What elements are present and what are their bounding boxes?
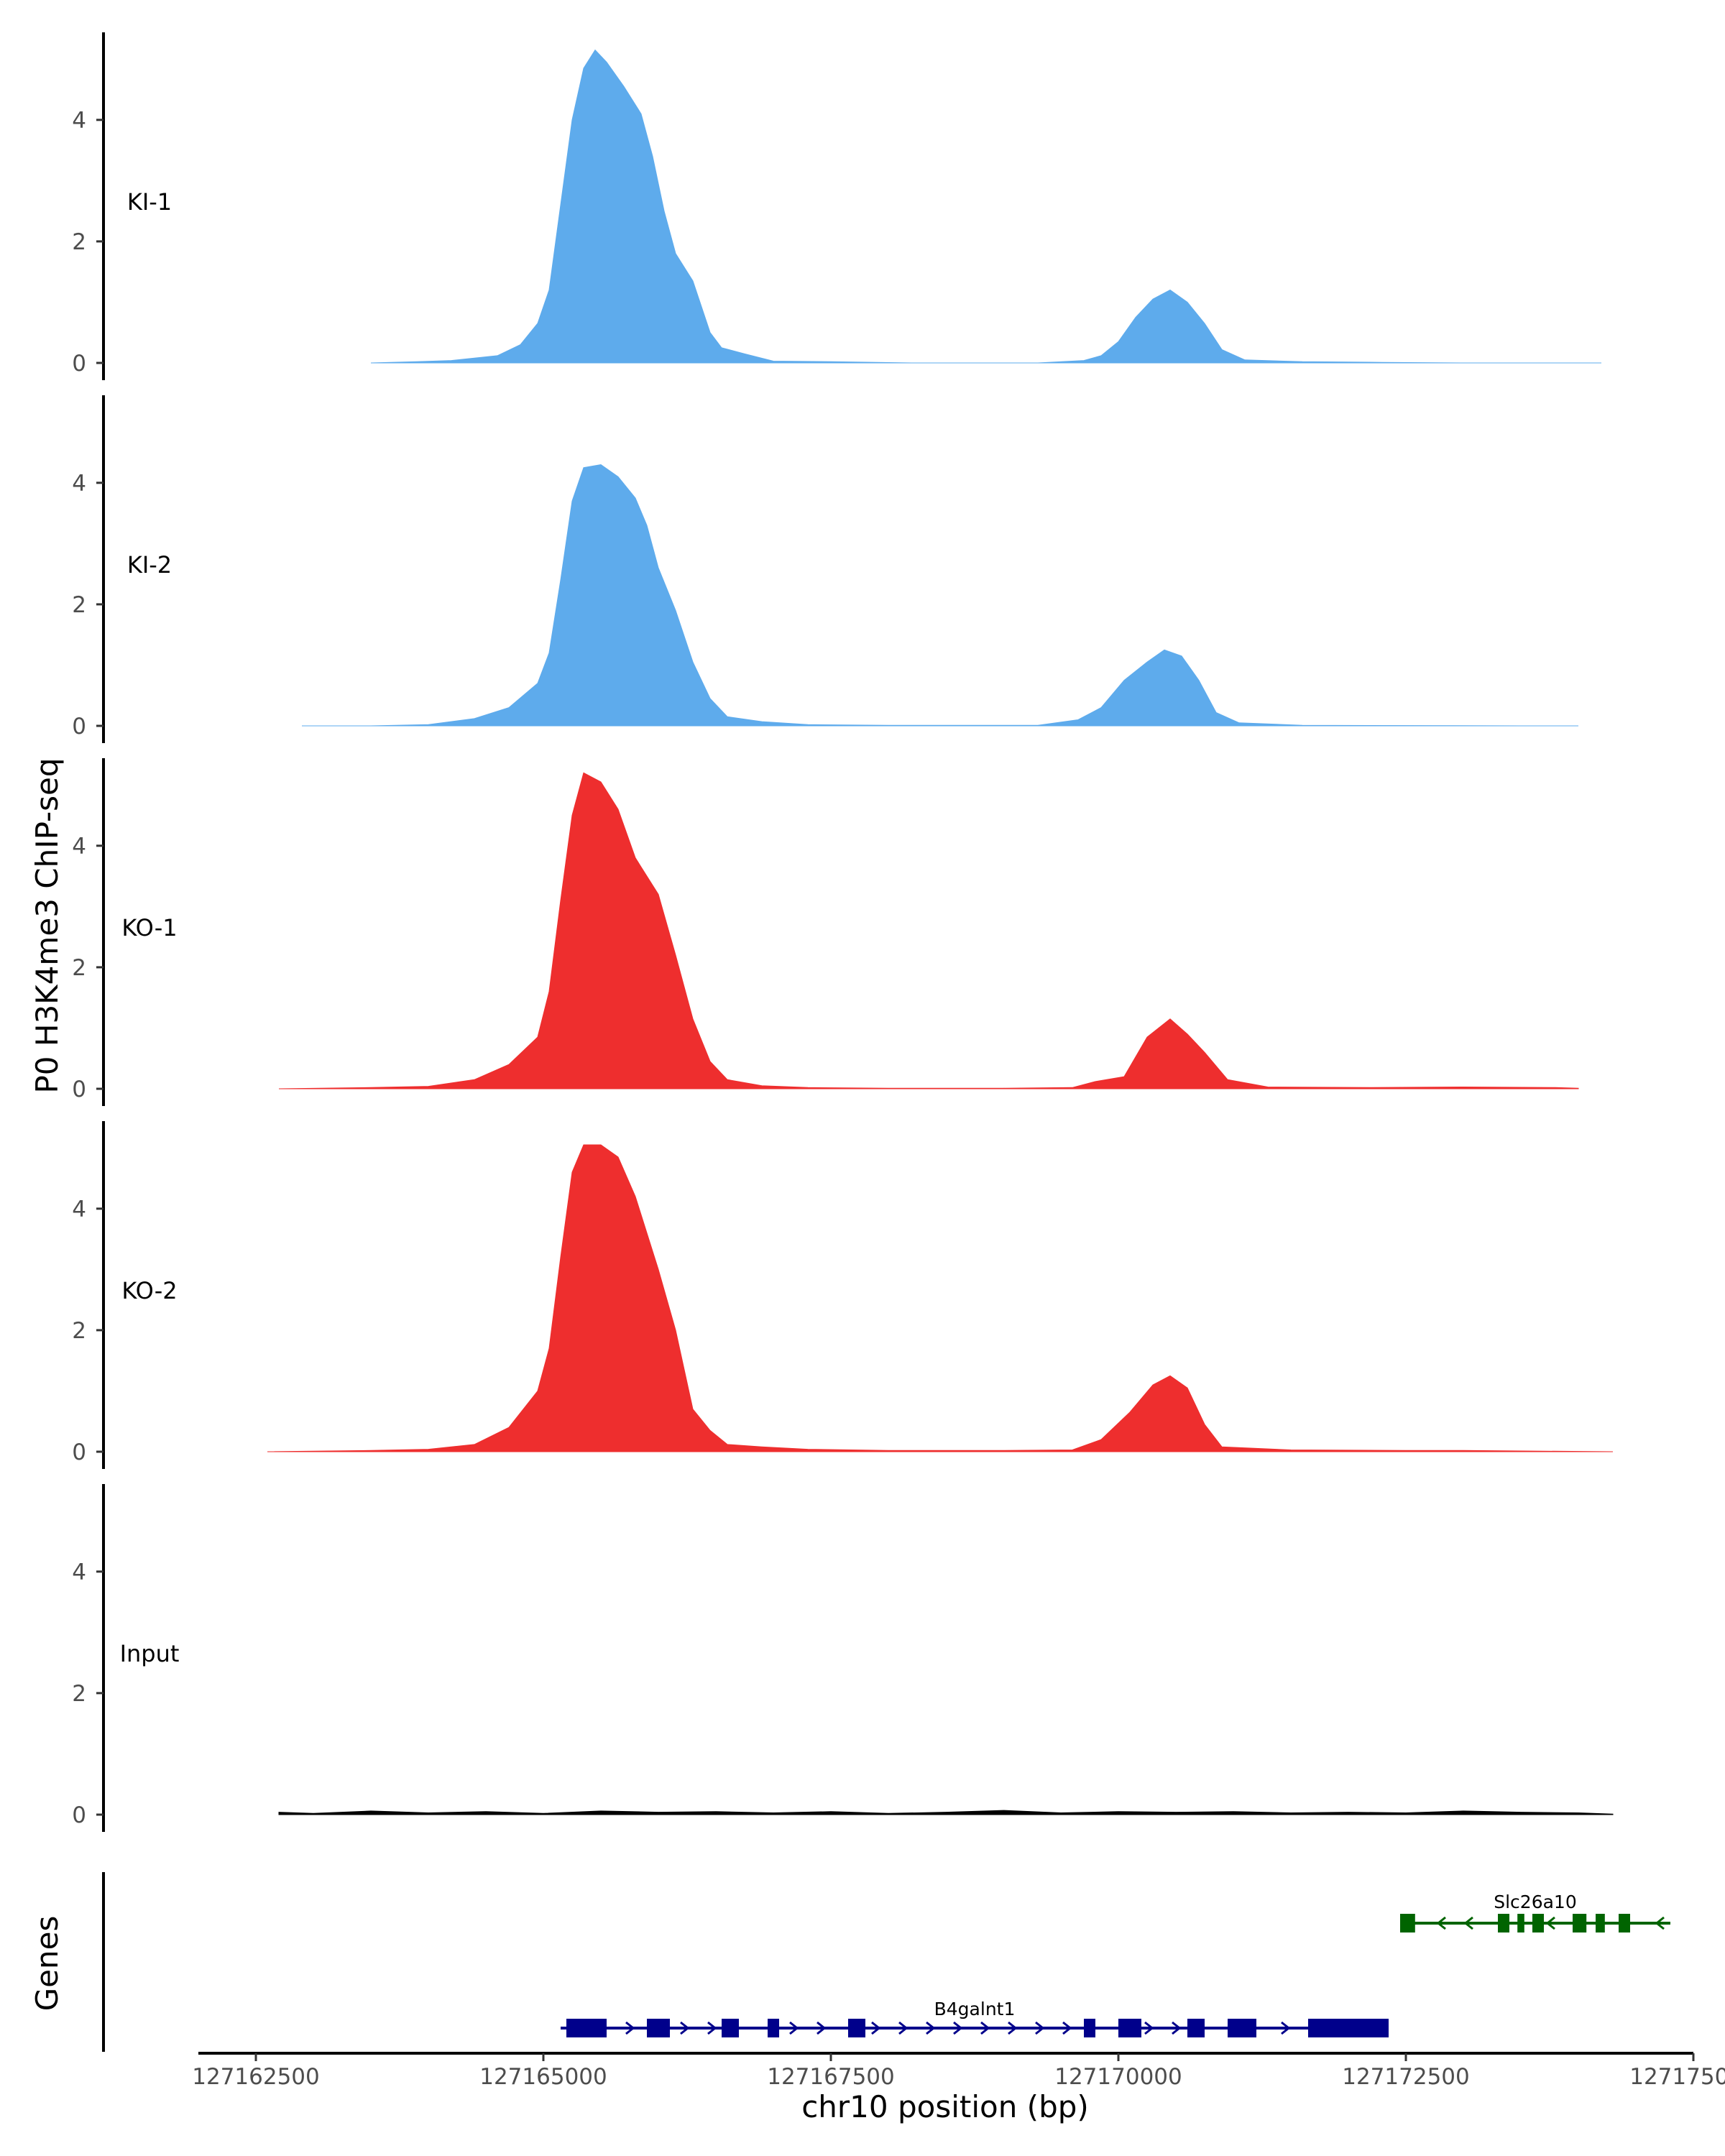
y-tick-label: 2	[72, 955, 86, 981]
gene-exon	[1532, 1914, 1544, 1932]
genes-axis-title: Genes	[29, 1916, 65, 2012]
y-tick-label: 2	[72, 1318, 86, 1344]
strand-arrow	[1436, 1916, 1446, 1930]
y-tick-label: 2	[72, 592, 86, 618]
x-tick-label: 127165000	[479, 2064, 607, 2090]
y-axis-title: P0 H3K4me3 ChIP-seq	[29, 757, 65, 1093]
strand-arrow	[871, 2021, 881, 2035]
y-tick-label: 0	[72, 1439, 86, 1465]
strand-arrow	[680, 2021, 690, 2035]
gene-exon	[566, 2019, 607, 2037]
y-tick-label: 4	[72, 1197, 86, 1222]
coverage-area	[278, 772, 1579, 1089]
gene-exon	[647, 2019, 670, 2037]
strand-arrow	[898, 2021, 908, 2035]
track-panel-ki-1: 0 2 4 KI-1	[72, 32, 1601, 380]
coverage-area	[267, 1144, 1614, 1452]
y-tick-label: 2	[72, 229, 86, 255]
track-panel-ko-1: 0 2 4 KO-1	[72, 758, 1579, 1106]
coverage-area	[278, 1810, 1614, 1815]
gene-annotation-layer: B4galnt1 Slc26a10	[102, 1872, 1670, 2052]
strand-arrow	[1035, 2021, 1045, 2035]
gene-label: B4galnt1	[934, 1999, 1016, 2019]
x-tick-label: 127170000	[1054, 2064, 1182, 2090]
gene-exon	[1400, 1914, 1415, 1932]
x-tick-label: 127167500	[767, 2064, 895, 2090]
track-panel-ko-2: 0 2 4 KO-2	[72, 1121, 1614, 1469]
gene-exon	[1084, 2019, 1095, 2037]
strand-arrow	[707, 2021, 717, 2035]
strand-arrow	[926, 2021, 936, 2035]
strand-arrow	[1172, 2021, 1182, 2035]
gene-slc26a10: Slc26a10	[1400, 1892, 1670, 1932]
gene-exon	[1118, 2019, 1141, 2037]
y-tick-label: 0	[72, 1077, 86, 1102]
track-label: KO-2	[121, 1277, 177, 1304]
y-tick-label: 4	[72, 834, 86, 860]
strand-arrow	[625, 2021, 635, 2035]
gene-exon	[722, 2019, 739, 2037]
y-tick-label: 0	[72, 351, 86, 377]
coverage-area	[302, 464, 1578, 727]
track-label: KO-1	[121, 914, 177, 941]
track-label: KI-2	[127, 551, 172, 579]
y-tick-label: 0	[72, 714, 86, 740]
strand-arrow	[1545, 1916, 1555, 1930]
gene-exon	[768, 2019, 779, 2037]
strand-arrow	[1655, 1916, 1665, 1930]
gene-exon	[1228, 2019, 1256, 2037]
strand-arrow	[789, 2021, 799, 2035]
strand-arrow	[1062, 2021, 1072, 2035]
track-label: KI-1	[127, 188, 172, 216]
y-tick-label: 4	[72, 1560, 86, 1585]
gene-exon	[1187, 2019, 1205, 2037]
gene-exon	[1308, 2019, 1389, 2037]
tracks-layer: 0 2 4 KI-1 0 2 4 KI-2 0 2 4 KO-1 0 2 4 KO-2 0 2 4 Input	[72, 32, 1614, 1832]
strand-arrow	[953, 2021, 963, 2035]
strand-arrow	[1463, 1916, 1473, 1930]
y-tick-label: 4	[72, 108, 86, 134]
strand-arrow	[816, 2021, 827, 2035]
x-tick-label: 127162500	[192, 2064, 320, 2090]
coverage-area	[370, 49, 1601, 364]
gene-exon	[1619, 1914, 1630, 1932]
y-tick-label: 0	[72, 1802, 86, 1828]
track-panel-input: 0 2 4 Input	[72, 1484, 1614, 1832]
gene-exon	[1517, 1914, 1524, 1932]
gene-b4galnt1: B4galnt1	[561, 1999, 1389, 2037]
x-axis-title: chr10 position (bp)	[801, 2089, 1089, 2124]
x-tick-label: 127172500	[1342, 2064, 1470, 2090]
track-label: Input	[120, 1640, 180, 1667]
strand-arrow	[1008, 2021, 1018, 2035]
gene-exon	[1498, 1914, 1509, 1932]
y-tick-label: 4	[72, 471, 86, 497]
gene-exon	[848, 2019, 865, 2037]
gene-exon	[1596, 1914, 1605, 1932]
strand-arrow	[1144, 2021, 1154, 2035]
x-tick-label: 127175000	[1629, 2064, 1725, 2090]
strand-arrow	[980, 2021, 990, 2035]
y-tick-label: 2	[72, 1681, 86, 1707]
track-panel-ki-2: 0 2 4 KI-2	[72, 395, 1578, 743]
x-axis: 127162500 127165000 127167500 127170000 1271…	[192, 2052, 1725, 2090]
strand-arrow	[1281, 2021, 1291, 2035]
gene-label: Slc26a10	[1494, 1892, 1577, 1912]
gene-exon	[1573, 1914, 1587, 1932]
